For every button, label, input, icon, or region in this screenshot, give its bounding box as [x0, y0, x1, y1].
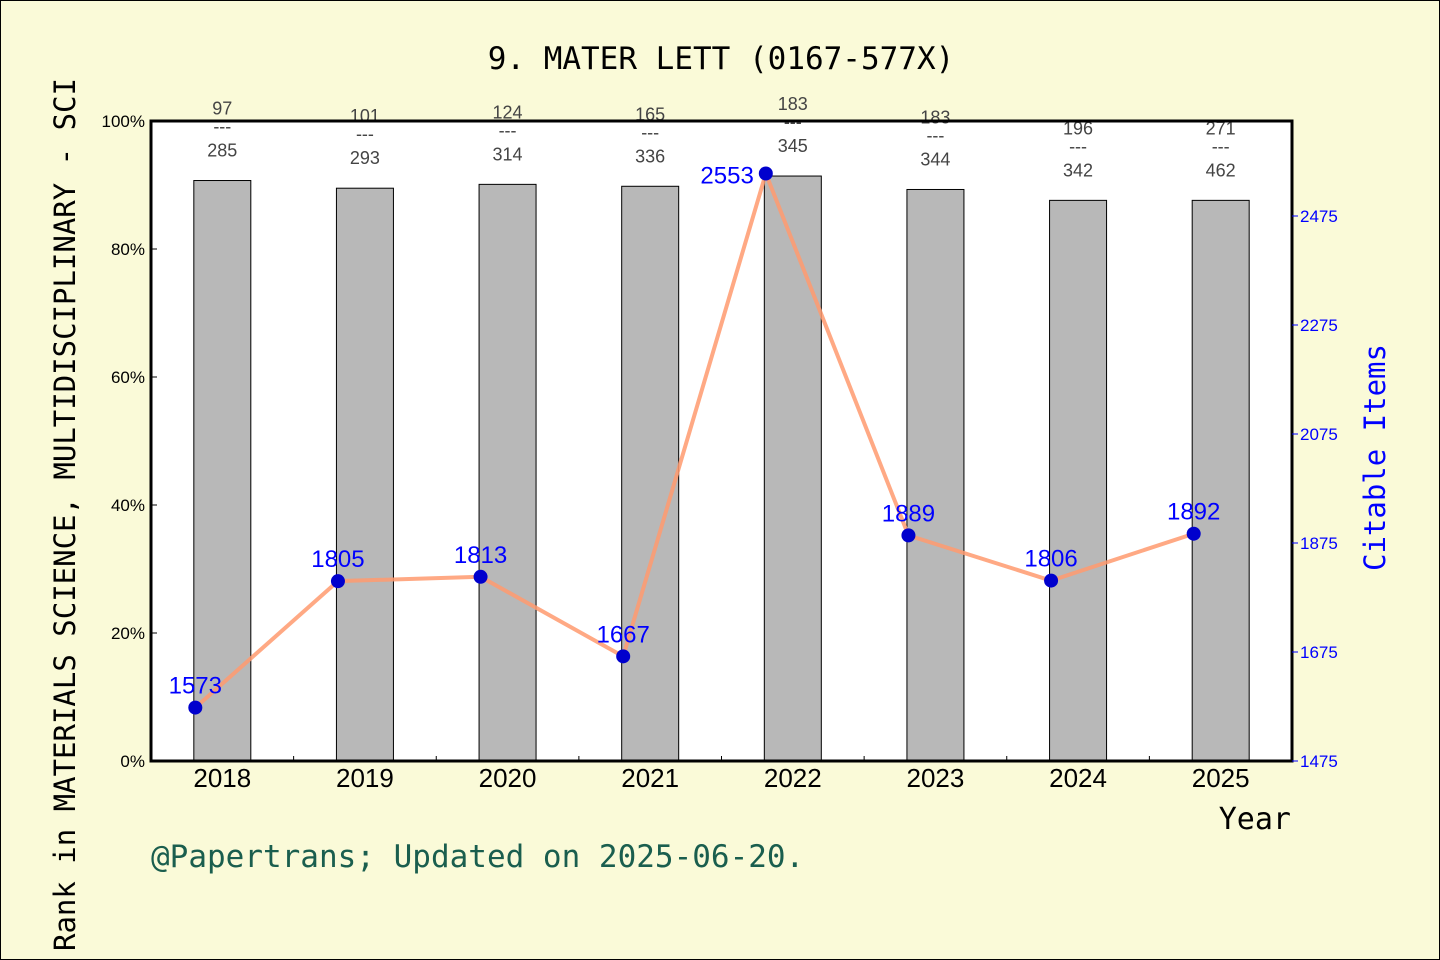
rank-divider-2025: ---: [1212, 136, 1230, 156]
rank-label-2024: 196: [1063, 118, 1093, 138]
bar-2025: [1191, 199, 1250, 762]
total-label-2021: 336: [635, 146, 665, 166]
bar-2019: [335, 187, 394, 762]
y-tick-label: 100%: [102, 112, 145, 131]
citable-value-label-2025: 1892: [1167, 499, 1220, 526]
x-tick-label-2019: 2019: [336, 763, 394, 793]
y2-tick-label: 2475: [1300, 207, 1338, 226]
citable-point-2018: [188, 700, 203, 715]
rank-divider-2019: ---: [356, 124, 374, 144]
rank-label-2018: 97: [212, 99, 232, 119]
x-tick-label-2020: 2020: [479, 763, 537, 793]
y-tick-label: 60%: [111, 368, 145, 387]
citable-point-2020: [473, 569, 488, 584]
rank-divider-2021: ---: [641, 122, 659, 142]
citable-value-label-2018: 1573: [169, 673, 222, 700]
total-label-2018: 285: [207, 141, 237, 161]
chart-title: 9. MATER LETT (0167-577X): [488, 41, 955, 77]
citable-value-label-2020: 1813: [454, 542, 507, 569]
rank-divider-2023: ---: [926, 125, 944, 145]
total-label-2024: 342: [1063, 160, 1093, 180]
rank-label-2022: 183: [778, 94, 808, 114]
rank-label-2020: 124: [493, 102, 523, 122]
y2-tick-label: 1875: [1300, 534, 1338, 553]
bar-2022: [763, 175, 822, 762]
citable-value-label-2023: 1889: [882, 500, 935, 527]
rank-label-2025: 271: [1206, 118, 1236, 138]
citable-value-label-2022: 2553: [700, 162, 753, 189]
bar-2023: [906, 188, 965, 762]
total-label-2023: 344: [920, 149, 950, 169]
citable-point-2024: [1044, 573, 1059, 588]
y2-axis-label: Citable Items: [1358, 344, 1392, 571]
y-tick-label: 80%: [111, 240, 145, 259]
y2-tick-label: 1475: [1300, 752, 1338, 771]
citable-point-2022: [758, 166, 773, 181]
rank-label-2019: 101: [350, 106, 380, 126]
y2-tick-label: 2075: [1300, 425, 1338, 444]
total-label-2019: 293: [350, 148, 380, 168]
citable-value-label-2019: 1805: [311, 546, 364, 573]
x-tick-label-2022: 2022: [764, 763, 822, 793]
total-label-2025: 462: [1206, 160, 1236, 180]
citable-value-label-2021: 1667: [596, 621, 649, 648]
citable-point-2023: [901, 528, 916, 543]
x-tick-label-2021: 2021: [621, 763, 679, 793]
y-axis-label: Rank in MATERIALS SCIENCE, MULTIDISCIPLI…: [48, 78, 82, 951]
rank-divider-2024: ---: [1069, 136, 1087, 156]
rank-label-2023: 183: [920, 107, 950, 127]
x-tick-label-2018: 2018: [193, 763, 251, 793]
citable-point-2019: [330, 574, 345, 589]
y-tick-label: 40%: [111, 496, 145, 515]
footer-note: @Papertrans; Updated on 2025-06-20.: [151, 839, 804, 875]
citable-point-2021: [616, 649, 631, 664]
total-label-2020: 314: [493, 144, 523, 164]
x-tick-label-2024: 2024: [1049, 763, 1107, 793]
citable-point-2025: [1186, 526, 1201, 541]
total-label-2022: 345: [778, 136, 808, 156]
bar-2024: [1049, 199, 1108, 762]
citable-value-label-2024: 1806: [1024, 546, 1077, 573]
citable-items-line: [193, 167, 1195, 710]
plot-area: [151, 121, 1292, 761]
bar-2021: [621, 185, 680, 762]
bar-2020: [478, 183, 537, 762]
y2-tick-label: 2275: [1300, 316, 1338, 335]
x-tick-label-2023: 2023: [907, 763, 965, 793]
y-tick-label: 20%: [111, 624, 145, 643]
y-tick-label: 0%: [120, 752, 145, 771]
rank-divider-2020: ---: [499, 120, 517, 140]
y2-tick-label: 1675: [1300, 643, 1338, 662]
x-axis-label: Year: [1219, 802, 1291, 837]
rank-label-2021: 165: [635, 104, 665, 124]
x-tick-label-2025: 2025: [1192, 763, 1250, 793]
